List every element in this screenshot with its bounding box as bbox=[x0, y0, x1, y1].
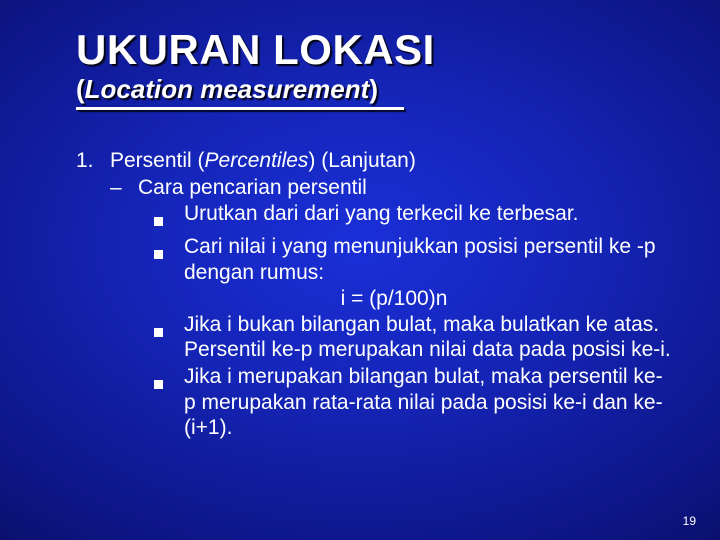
bullet-text: Urutkan dari dari yang terkecil ke terbe… bbox=[184, 201, 579, 233]
number-marker: 1. bbox=[76, 148, 110, 174]
bullet-text: Jika i bukan bilangan bulat, maka bulatk… bbox=[184, 312, 672, 363]
square-bullet-icon bbox=[154, 312, 184, 363]
slide-subtitle: (Location measurement) bbox=[76, 74, 672, 105]
num-text-a: Persentil ( bbox=[110, 149, 205, 172]
numbered-item-text: Persentil (Percentiles) (Lanjutan) bbox=[110, 148, 416, 174]
dash-item: – Cara pencarian persentil bbox=[110, 175, 672, 201]
numbered-item: 1. Persentil (Percentiles) (Lanjutan) bbox=[76, 148, 672, 174]
num-text-b: ) (Lanjutan) bbox=[308, 149, 415, 172]
bullet-text: Jika i merupakan bilangan bulat, maka pe… bbox=[184, 364, 672, 441]
square-bullet-icon bbox=[154, 201, 184, 233]
dash-marker: – bbox=[110, 175, 138, 201]
bullet-item: Jika i merupakan bilangan bulat, maka pe… bbox=[154, 364, 672, 441]
square-bullet-icon bbox=[154, 234, 184, 285]
subtitle-paren-open: ( bbox=[76, 74, 85, 104]
slide-number: 19 bbox=[683, 514, 696, 528]
bullet-item: Cari nilai i yang menunjukkan posisi per… bbox=[154, 234, 672, 285]
bullet-text: Cari nilai i yang menunjukkan posisi per… bbox=[184, 234, 672, 285]
bullet-item: Jika i bukan bilangan bulat, maka bulatk… bbox=[154, 312, 672, 363]
square-bullet-icon bbox=[154, 364, 184, 441]
slide-container: UKURAN LOKASI (Location measurement) 1. … bbox=[0, 0, 720, 540]
dash-item-text: Cara pencarian persentil bbox=[138, 175, 367, 201]
subtitle-underline bbox=[76, 107, 404, 110]
num-text-italic: Percentiles bbox=[205, 149, 309, 172]
bullet-item: Urutkan dari dari yang terkecil ke terbe… bbox=[154, 201, 672, 233]
subtitle-paren-close: ) bbox=[369, 74, 378, 104]
slide-title: UKURAN LOKASI bbox=[76, 28, 672, 72]
body-content: 1. Persentil (Percentiles) (Lanjutan) – … bbox=[76, 148, 672, 441]
subtitle-italic: Location measurement bbox=[85, 74, 370, 104]
formula-text: i = (p/100)n bbox=[184, 286, 604, 312]
